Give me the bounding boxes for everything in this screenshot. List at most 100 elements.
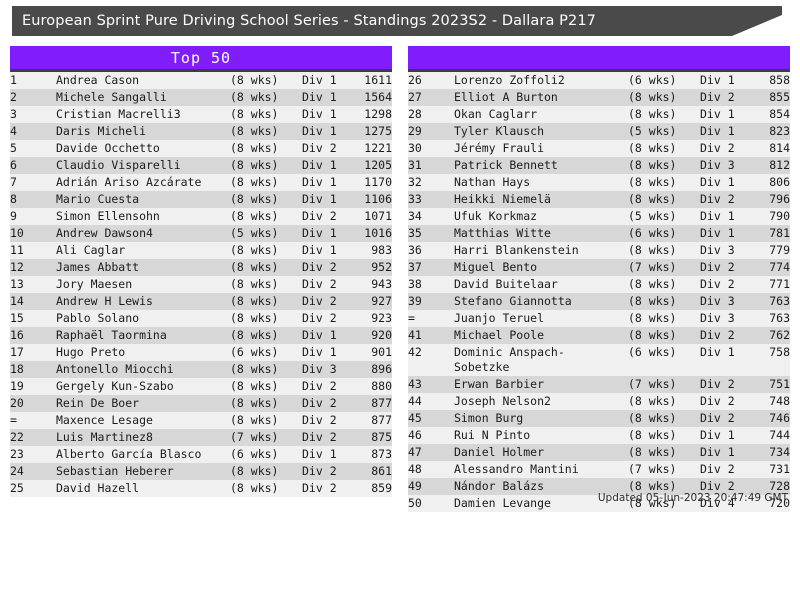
cell-weeks: (8 wks) (628, 243, 677, 257)
table-row: 9 Simon Ellensohn (8 wks) Div 2 1071 (10, 208, 392, 225)
cell-division: Div 1 (302, 447, 337, 461)
cell-rank: 35 (408, 226, 422, 240)
cell-rank: 28 (408, 107, 422, 121)
cell-division: Div 1 (302, 107, 337, 121)
cell-division: Div 2 (302, 379, 337, 393)
cell-division: Div 1 (700, 107, 735, 121)
cell-weeks: (8 wks) (230, 107, 279, 121)
table-row: 29 Tyler Klausch (5 wks) Div 1 823 (408, 123, 790, 140)
cell-division: Div 2 (700, 411, 735, 425)
cell-rank: 15 (10, 311, 24, 325)
cell-weeks: (8 wks) (628, 411, 677, 425)
cell-weeks: (7 wks) (628, 377, 677, 391)
cell-rank: 41 (408, 328, 422, 342)
cell-rank: 23 (10, 447, 24, 461)
cell-division: Div 1 (302, 73, 337, 87)
cell-rank: 46 (408, 428, 422, 442)
cell-division: Div 2 (700, 90, 735, 104)
panel-heading-left: Top 50 (10, 46, 392, 72)
cell-division: Div 2 (302, 481, 337, 495)
cell-weeks: (7 wks) (628, 260, 677, 274)
cell-points: 1564 (364, 90, 392, 104)
cell-driver-name: Michael Poole (454, 328, 545, 342)
cell-division: Div 3 (700, 158, 735, 172)
cell-driver-name: Lorenzo Zoffoli2 (454, 73, 565, 87)
cell-points: 814 (769, 141, 790, 155)
cell-driver-name: Rein De Boer (56, 396, 140, 410)
cell-points: 877 (371, 413, 392, 427)
cell-weeks: (8 wks) (628, 445, 677, 459)
cell-driver-name: Alessandro Mantini (454, 462, 579, 476)
table-row: 41 Michael Poole (8 wks) Div 2 762 (408, 327, 790, 344)
cell-weeks: (8 wks) (628, 294, 677, 308)
cell-rank: 13 (10, 277, 24, 291)
cell-points: 861 (371, 464, 392, 478)
cell-rank: = (10, 413, 17, 427)
standings-column-left: Top 50 1 Andrea Cason (8 wks) Div 1 1611 2 Mic… (10, 46, 392, 497)
table-row: 47 Daniel Holmer (8 wks) Div 1 734 (408, 444, 790, 461)
cell-driver-name: Jory Maesen (56, 277, 133, 291)
cell-division: Div 2 (302, 430, 337, 444)
table-row: 27 Elliot A Burton (8 wks) Div 2 855 (408, 89, 790, 106)
cell-driver-name: Simon Ellensohn (56, 209, 160, 223)
cell-division: Div 1 (700, 73, 735, 87)
cell-driver-name: David Buitelaar (454, 277, 558, 291)
cell-rank: 42 (408, 345, 422, 359)
cell-rank: 12 (10, 260, 24, 274)
cell-points: 923 (371, 311, 392, 325)
cell-driver-name: Damien Levange (454, 496, 551, 510)
table-row: 23 Alberto García Blasco (6 wks) Div 1 873 (10, 446, 392, 463)
cell-rank: 2 (10, 90, 17, 104)
cell-division: Div 2 (302, 396, 337, 410)
cell-division: Div 2 (700, 377, 735, 391)
cell-points: 952 (371, 260, 392, 274)
cell-driver-name: Joseph Nelson2 (454, 394, 551, 408)
updated-timestamp: Updated 05-Jun-2023 20:47:49 GMT (597, 492, 788, 504)
table-row: 48 Alessandro Mantini (7 wks) Div 2 731 (408, 461, 790, 478)
cell-points: 823 (769, 124, 790, 138)
cell-driver-name: Patrick Bennett (454, 158, 558, 172)
cell-points: 1016 (364, 226, 392, 240)
table-row: 1 Andrea Cason (8 wks) Div 1 1611 (10, 72, 392, 89)
cell-division: Div 1 (302, 226, 337, 240)
cell-weeks: (8 wks) (230, 243, 279, 257)
cell-driver-name: Tyler Klausch (454, 124, 545, 138)
cell-division: Div 2 (700, 260, 735, 274)
cell-driver-name: Hugo Preto (56, 345, 126, 359)
cell-driver-name: David Hazell (56, 481, 140, 495)
cell-driver-name: Nándor Balázs (454, 479, 545, 493)
cell-points: 762 (769, 328, 790, 342)
cell-rank: 1 (10, 73, 17, 87)
table-row: 42 Dominic Anspach- Sobetzke (6 wks) Div 1 7… (408, 344, 790, 376)
cell-rank: 32 (408, 175, 422, 189)
cell-division: Div 3 (700, 243, 735, 257)
cell-division: Div 2 (700, 141, 735, 155)
cell-division: Div 2 (700, 462, 735, 476)
cell-division: Div 2 (302, 311, 337, 325)
cell-driver-name: Pablo Solano (56, 311, 140, 325)
cell-rank: 10 (10, 226, 24, 240)
cell-weeks: (6 wks) (628, 73, 677, 87)
cell-driver-name: Jérémy Frauli (454, 141, 545, 155)
cell-division: Div 1 (700, 345, 735, 359)
cell-driver-name: Andrew Dawson4 (56, 226, 153, 240)
cell-weeks: (6 wks) (230, 345, 279, 359)
cell-weeks: (5 wks) (628, 124, 677, 138)
cell-rank: 38 (408, 277, 422, 291)
table-row: 15 Pablo Solano (8 wks) Div 2 923 (10, 310, 392, 327)
table-row: 22 Luis Martinez8 (7 wks) Div 2 875 (10, 429, 392, 446)
cell-rank: 6 (10, 158, 17, 172)
cell-weeks: (8 wks) (628, 479, 677, 493)
cell-rank: 30 (408, 141, 422, 155)
cell-rank: 48 (408, 462, 422, 476)
cell-weeks: (6 wks) (230, 447, 279, 461)
table-row: 11 Ali Caglar (8 wks) Div 1 983 (10, 242, 392, 259)
cell-division: Div 2 (302, 141, 337, 155)
cell-weeks: (8 wks) (628, 428, 677, 442)
cell-driver-name: James Abbatt (56, 260, 140, 274)
cell-weeks: (8 wks) (230, 141, 279, 155)
table-row: 45 Simon Burg (8 wks) Div 2 746 (408, 410, 790, 427)
cell-rank: 4 (10, 124, 17, 138)
standings-table-left: 1 Andrea Cason (8 wks) Div 1 1611 2 Michele Sa… (10, 72, 392, 497)
cell-driver-name: Daris Micheli (56, 124, 147, 138)
